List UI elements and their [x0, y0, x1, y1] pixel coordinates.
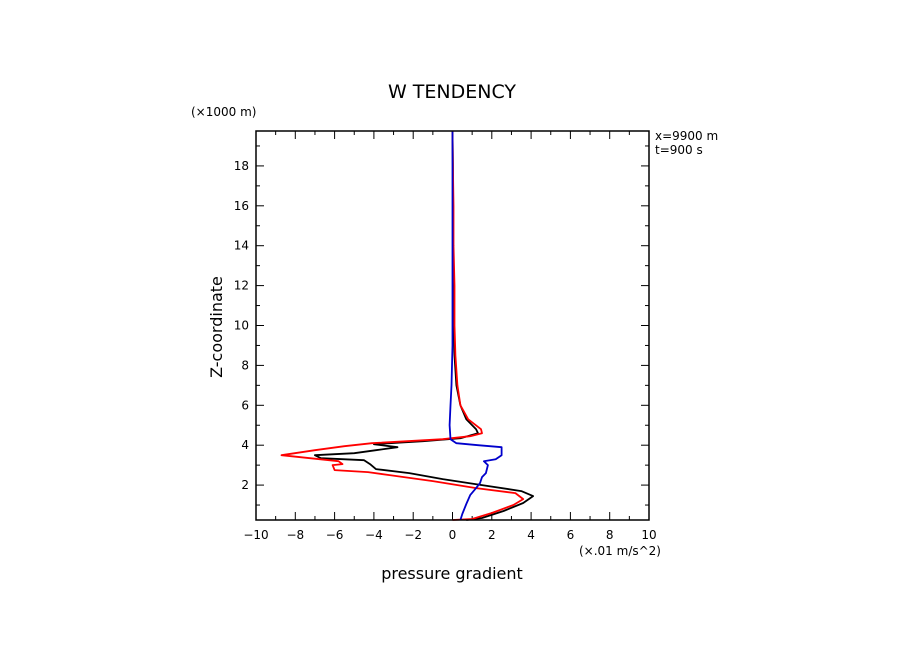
- series-line-2: [448, 131, 503, 521]
- x-tick-label: −6: [326, 528, 344, 542]
- annotation-time: t=900 s: [655, 143, 703, 157]
- series-line-1: [280, 130, 525, 521]
- x-tick-label: −8: [286, 528, 304, 542]
- x-tick-label: 2: [488, 528, 496, 542]
- x-tick-label: 8: [606, 528, 614, 542]
- y-axis-label: Z-coordinate: [207, 276, 226, 378]
- plot-frame: [255, 130, 650, 521]
- x-tick-label: 6: [567, 528, 575, 542]
- x-axis-units: (×.01 m/s^2): [579, 544, 661, 558]
- annotation-position: x=9900 m: [655, 129, 718, 143]
- y-axis-units: (×1000 m): [191, 105, 256, 119]
- y-tick-label: 8: [241, 358, 249, 372]
- axis-ticks: −10 −8 −6 −4 −2 0 2 4 6 8 10 2 4 6 8 10 12 14 16 18: [234, 131, 657, 542]
- series-line-0: [313, 130, 534, 521]
- y-tick-label: 10: [234, 319, 249, 333]
- y-tick-label: 18: [234, 159, 249, 173]
- x-axis-label: pressure gradient: [381, 564, 523, 583]
- x-tick-label: −4: [365, 528, 383, 542]
- series-group: [280, 130, 534, 521]
- x-tick-label: −2: [404, 528, 422, 542]
- x-tick-label: 0: [449, 528, 457, 542]
- y-tick-label: 14: [234, 239, 249, 253]
- chart-title: W TENDENCY: [388, 81, 516, 103]
- x-tick-label: 10: [641, 528, 656, 542]
- x-tick-label: 4: [527, 528, 535, 542]
- y-tick-label: 4: [241, 438, 249, 452]
- y-tick-label: 16: [234, 199, 249, 213]
- x-tick-label: −10: [243, 528, 268, 542]
- y-tick-label: 6: [241, 398, 249, 412]
- y-tick-label: 12: [234, 279, 249, 293]
- y-tick-label: 2: [241, 478, 249, 492]
